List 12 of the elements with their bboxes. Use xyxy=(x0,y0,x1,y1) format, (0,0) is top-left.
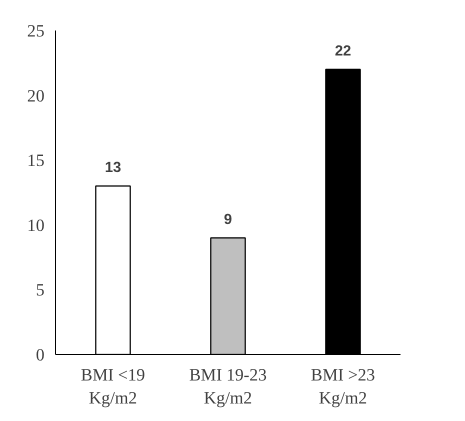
y-tick-label: 25 xyxy=(27,22,44,40)
data-label: 9 xyxy=(224,212,232,228)
y-tick-label: 5 xyxy=(36,280,45,300)
data-label: 13 xyxy=(104,160,122,176)
x-tick-label: BMI >23 Kg/m2 xyxy=(310,366,376,408)
y-tick-label: 0 xyxy=(36,346,45,364)
x-tick-label: BMI 19-23 Kg/m2 xyxy=(189,366,267,408)
y-tick-label: 15 xyxy=(27,151,44,170)
x-tick-label: BMI <19 Kg/m2 xyxy=(80,366,146,408)
y-tick-label: 10 xyxy=(27,216,44,235)
data-label: 22 xyxy=(334,43,352,60)
y-tick-label: 20 xyxy=(27,86,44,106)
